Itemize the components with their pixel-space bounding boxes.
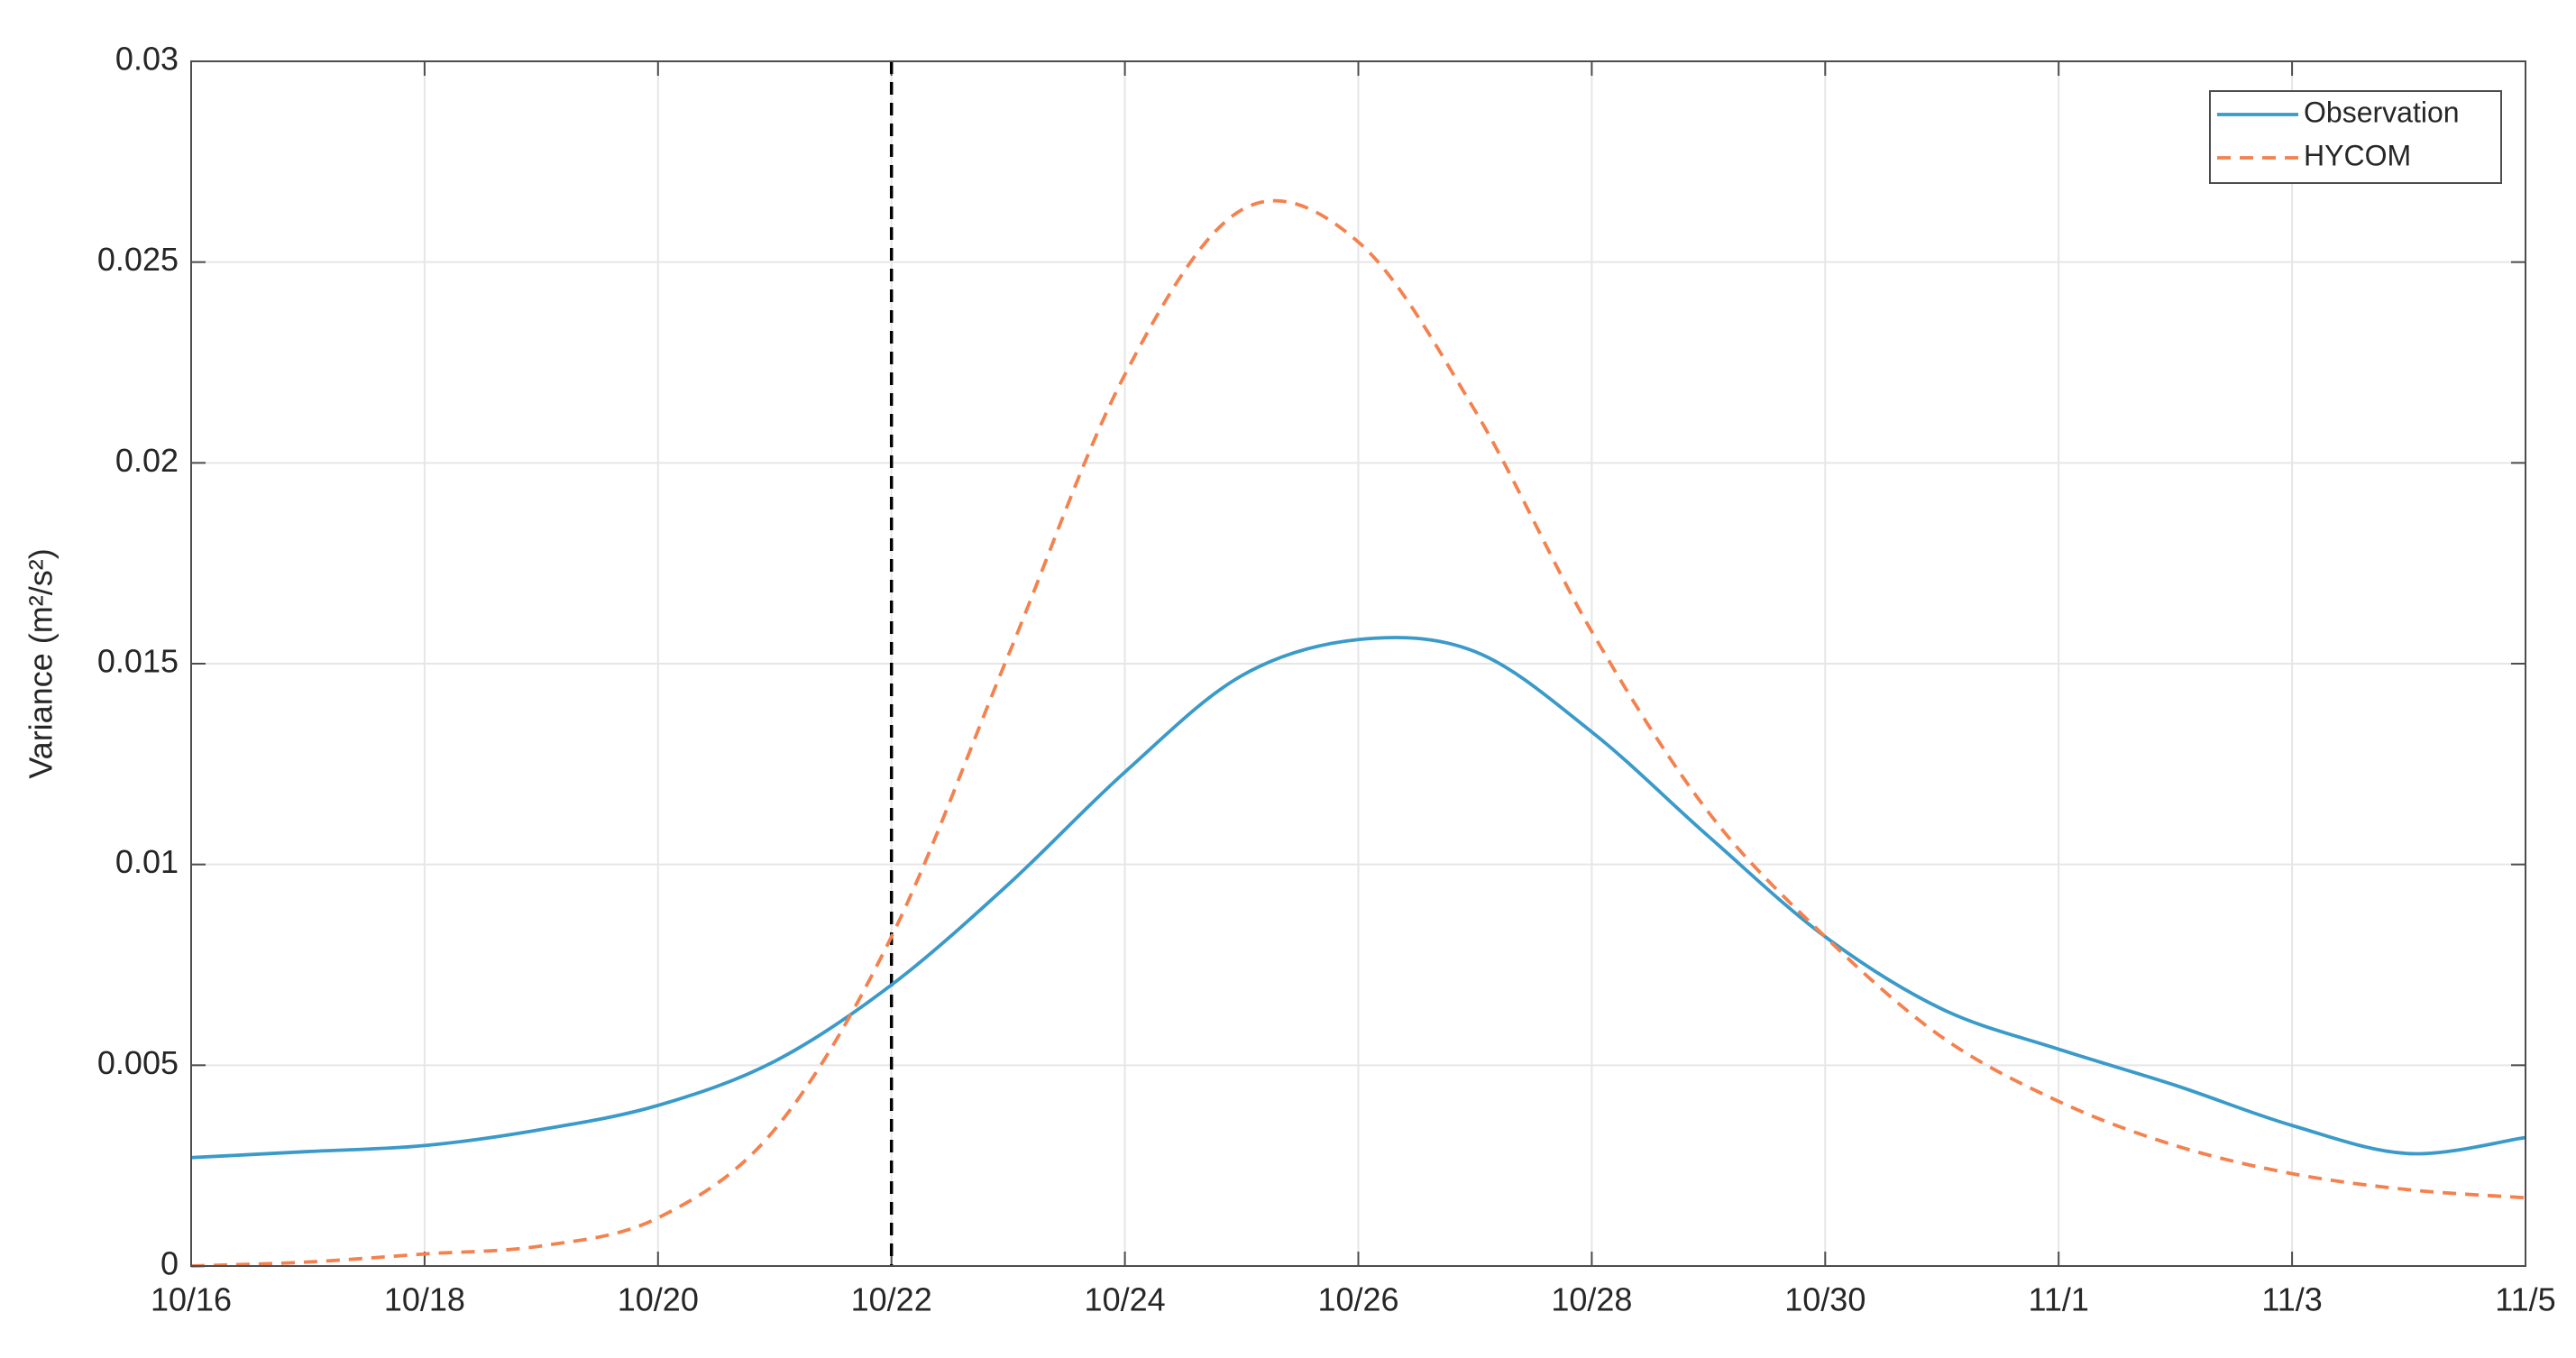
series-line	[190, 636, 2526, 1160]
plot-frame	[190, 60, 2526, 1267]
x-tick-label: 10/26	[1317, 1281, 1398, 1318]
y-axis-label: Variance (m²/s²)	[23, 548, 60, 778]
x-tick-label: 11/5	[2495, 1281, 2555, 1318]
y-tick-label: 0	[160, 1245, 179, 1282]
x-tick-label: 11/3	[2261, 1281, 2322, 1318]
y-tick-label: 0.03	[115, 41, 179, 78]
y-tick-label: 0.025	[97, 241, 179, 278]
legend: Observation HYCOM	[2209, 90, 2502, 184]
x-tick-label: 10/28	[1551, 1281, 1632, 1318]
x-tick-label: 11/1	[2028, 1281, 2088, 1318]
series-line	[190, 198, 2526, 1268]
x-tick-label: 10/18	[384, 1281, 465, 1318]
legend-label: Observation	[2304, 96, 2460, 128]
y-tick-label: 0.01	[115, 843, 179, 880]
x-tick-label: 10/20	[618, 1281, 699, 1318]
legend-label: HYCOM	[2304, 139, 2411, 171]
y-tick-label: 0.02	[115, 442, 179, 479]
legend-box	[2209, 90, 2502, 184]
x-tick-label: 10/30	[1784, 1281, 1866, 1318]
x-tick-label: 10/16	[151, 1281, 232, 1318]
y-tick-label: 0.015	[97, 643, 179, 680]
y-tick-label: 0.005	[97, 1044, 179, 1081]
x-tick-label: 10/22	[851, 1281, 932, 1318]
x-tick-label: 10/24	[1085, 1281, 1166, 1318]
